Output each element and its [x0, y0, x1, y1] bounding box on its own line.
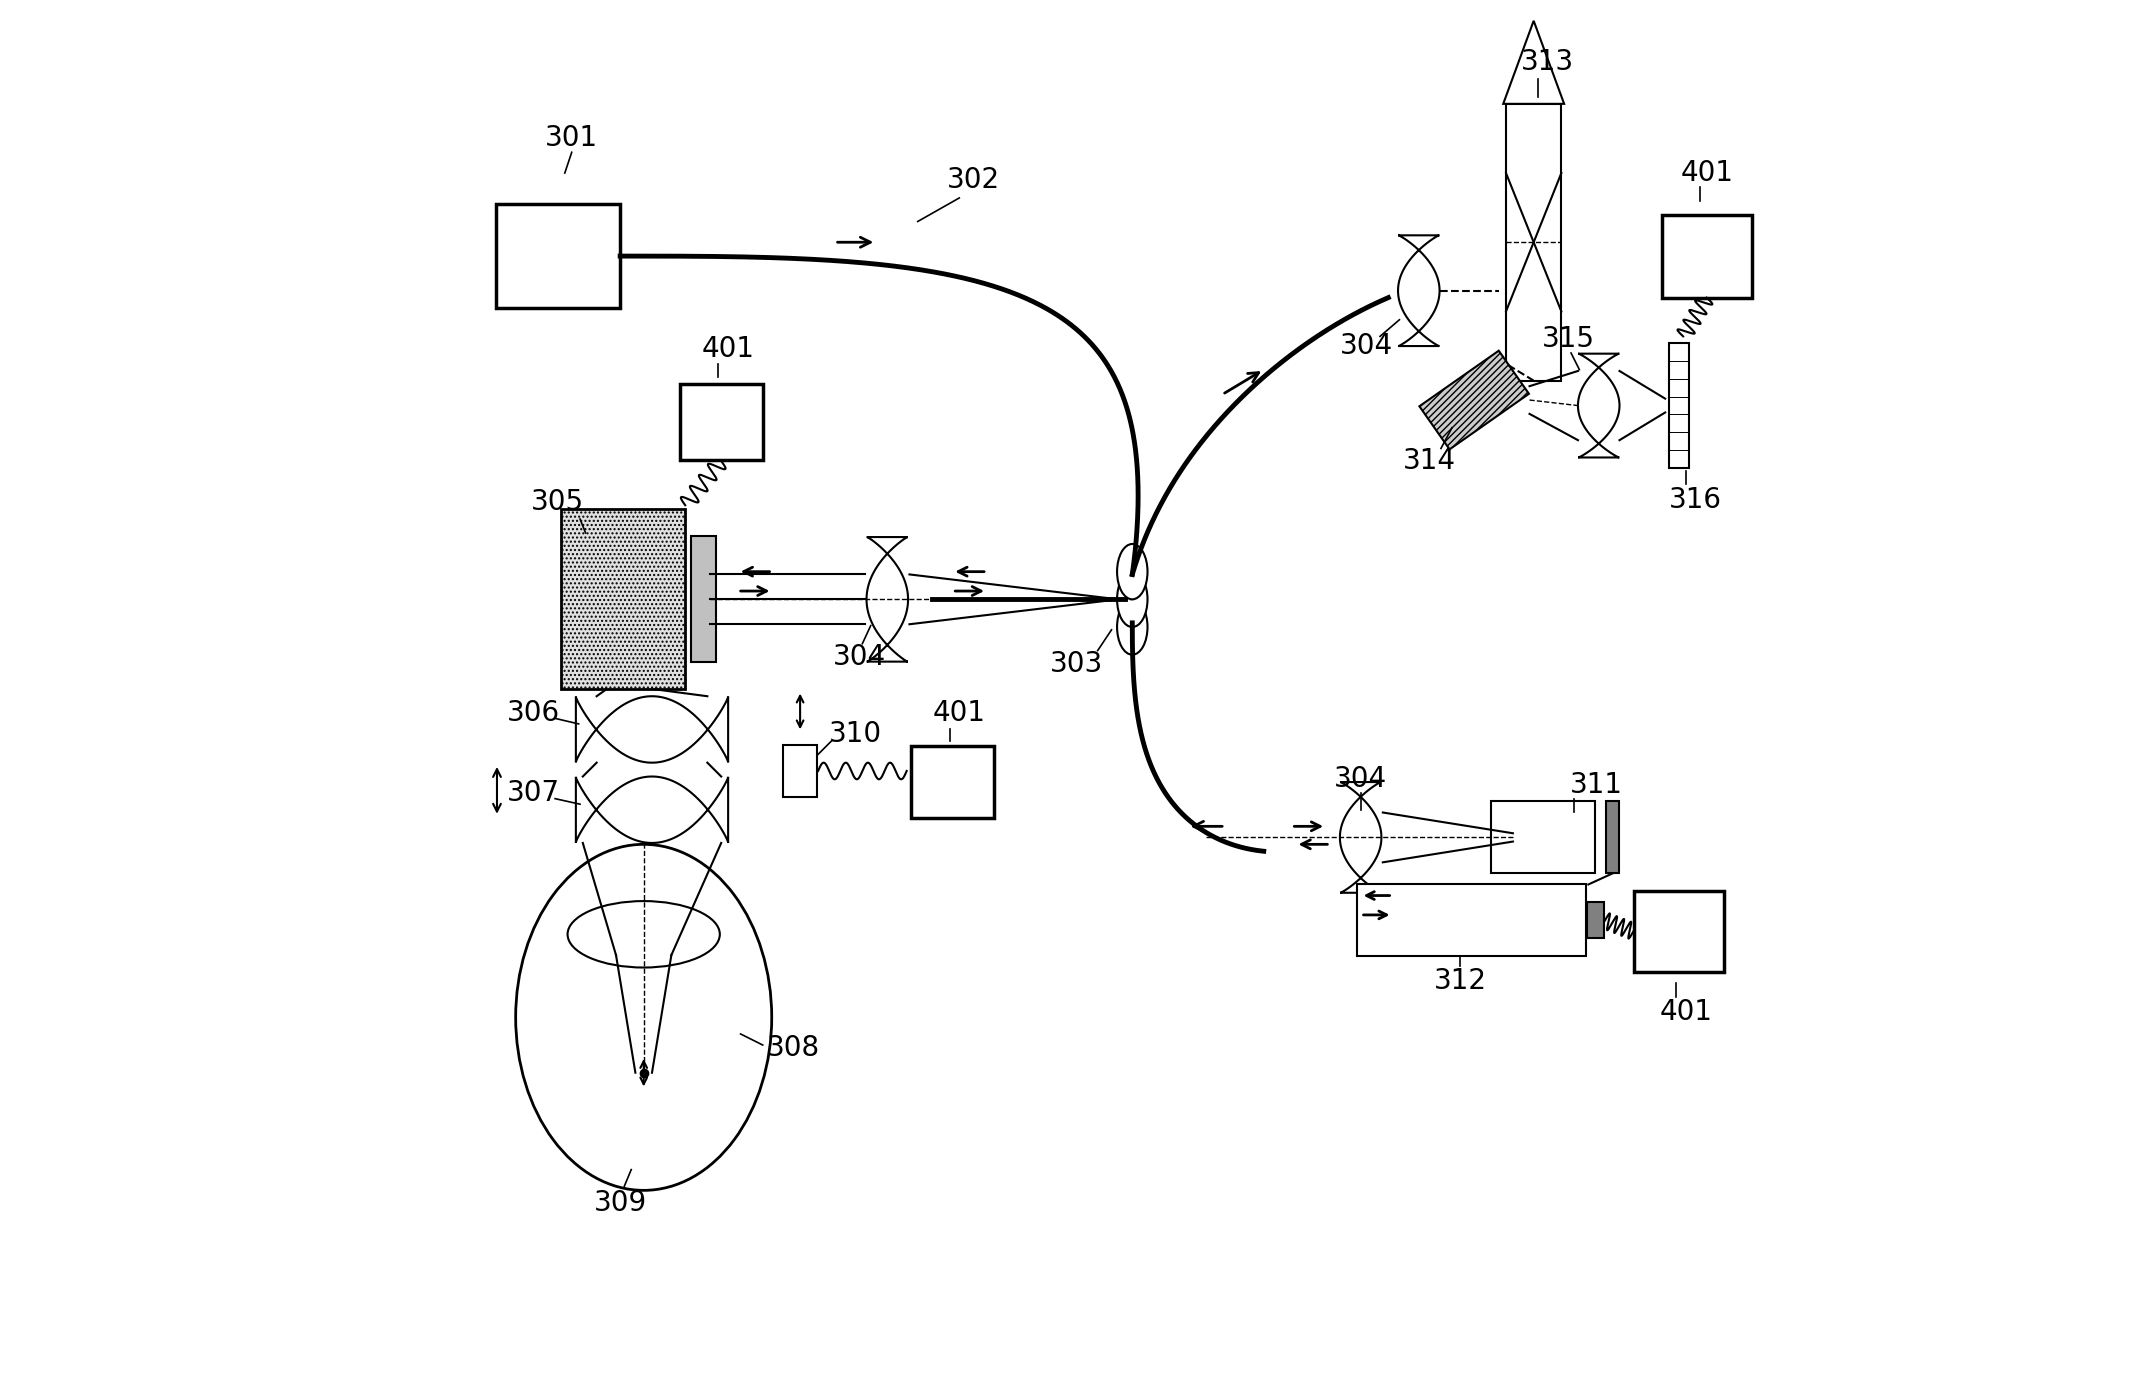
- Ellipse shape: [1117, 600, 1147, 654]
- Bar: [912, 747, 993, 818]
- Text: 401: 401: [702, 334, 755, 363]
- Text: 303: 303: [1051, 650, 1104, 678]
- Polygon shape: [1419, 351, 1528, 449]
- Text: 309: 309: [593, 1188, 646, 1216]
- Polygon shape: [1502, 21, 1564, 103]
- Text: 308: 308: [766, 1033, 820, 1062]
- Text: 302: 302: [946, 166, 999, 194]
- Text: 304: 304: [1340, 333, 1393, 361]
- Text: 401: 401: [1680, 159, 1733, 187]
- Text: 315: 315: [1541, 326, 1594, 354]
- Text: 307: 307: [507, 779, 559, 807]
- Bar: [1669, 344, 1688, 468]
- Text: 314: 314: [1404, 447, 1457, 475]
- Bar: [691, 537, 715, 663]
- Polygon shape: [576, 696, 728, 763]
- Bar: [1661, 214, 1753, 298]
- Polygon shape: [867, 537, 907, 661]
- Polygon shape: [1340, 781, 1382, 893]
- Ellipse shape: [567, 902, 719, 967]
- Text: 316: 316: [1669, 485, 1723, 513]
- Text: 304: 304: [832, 643, 886, 671]
- Bar: [783, 745, 817, 797]
- Text: 304: 304: [1333, 765, 1387, 793]
- Text: 313: 313: [1522, 49, 1575, 77]
- Polygon shape: [1577, 354, 1620, 457]
- Bar: [681, 384, 762, 460]
- Ellipse shape: [1117, 544, 1147, 600]
- Polygon shape: [1397, 235, 1440, 347]
- Text: 312: 312: [1434, 967, 1487, 995]
- Bar: [561, 509, 685, 689]
- Text: 305: 305: [531, 488, 584, 516]
- Bar: [1492, 801, 1594, 874]
- Ellipse shape: [516, 844, 773, 1190]
- Bar: [1605, 801, 1620, 874]
- Text: 401: 401: [933, 699, 987, 727]
- Polygon shape: [576, 776, 728, 843]
- Bar: [1588, 903, 1603, 938]
- Text: 401: 401: [1658, 998, 1712, 1026]
- Text: 310: 310: [828, 720, 882, 748]
- Bar: [1357, 885, 1586, 956]
- Bar: [1635, 892, 1725, 972]
- Text: 311: 311: [1569, 770, 1622, 798]
- Bar: [1507, 103, 1562, 380]
- Ellipse shape: [1117, 572, 1147, 628]
- Bar: [496, 204, 621, 308]
- Text: 301: 301: [546, 124, 599, 152]
- Text: 306: 306: [507, 699, 559, 727]
